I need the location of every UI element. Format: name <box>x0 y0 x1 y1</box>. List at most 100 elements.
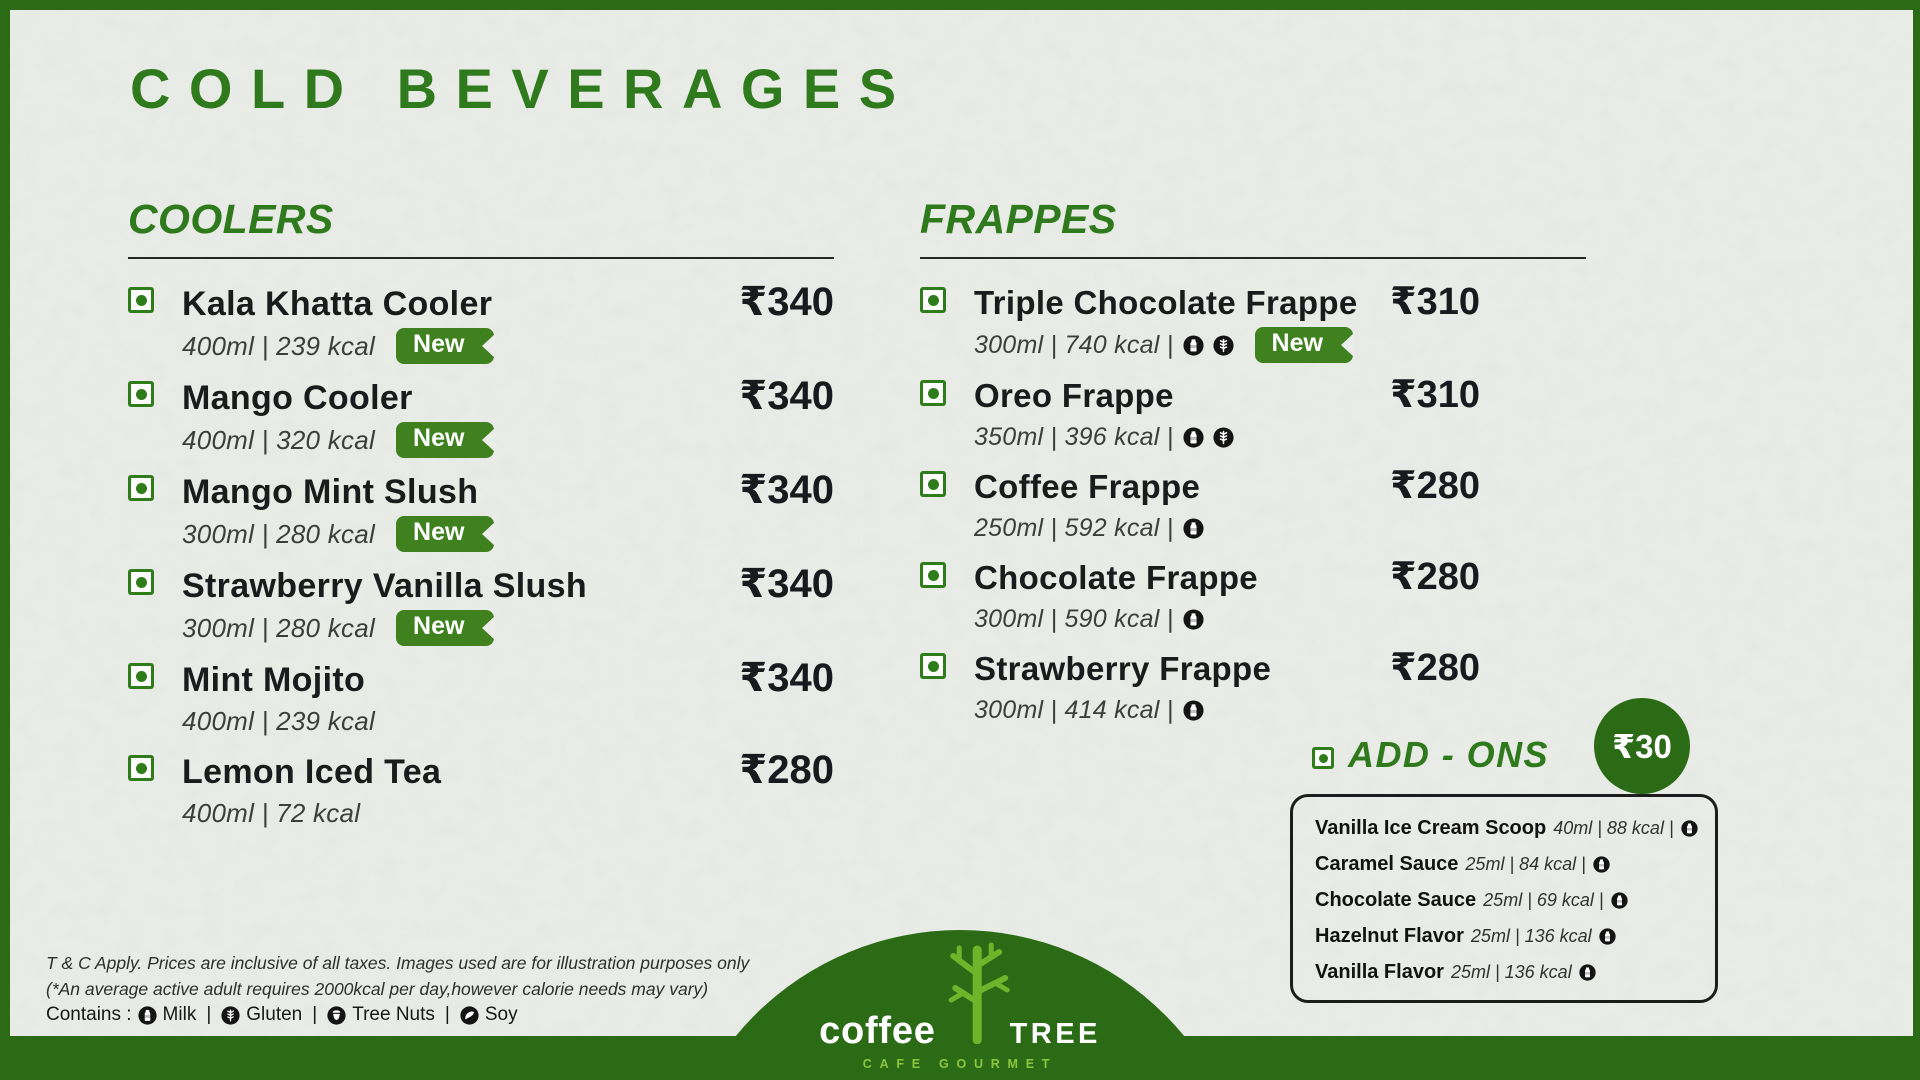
item-price: ₹280 <box>1390 647 1480 689</box>
item-name: Mango Mint Slush <box>182 473 479 511</box>
addon-name: Vanilla Flavor <box>1315 961 1444 983</box>
item-price: ₹340 <box>739 656 834 700</box>
section-divider <box>128 257 834 259</box>
soy-icon <box>460 1005 479 1025</box>
item-price: ₹310 <box>1390 374 1480 416</box>
item-details: 400ml | 320 kcal <box>182 424 376 455</box>
section-frappes: FRAPPES Triple Chocolate Frappe ₹310 300… <box>920 196 1586 736</box>
milk-icon <box>1680 820 1698 837</box>
menu-item-row: Kala Khatta Cooler ₹340 400ml | 239 kcal… <box>128 279 834 364</box>
addons-box: Vanilla Ice Cream Scoop 40ml | 88 kcal |… <box>1290 794 1718 1003</box>
addon-name: Vanilla Ice Cream Scoop <box>1315 817 1547 839</box>
item-details: 300ml | 414 kcal | <box>974 695 1174 724</box>
legend-label-gluten: Gluten <box>246 1004 303 1025</box>
new-badge-label: New <box>413 612 465 640</box>
addon-row: Caramel Sauce 25ml | 84 kcal | <box>1315 853 1711 876</box>
legend-label-soy: Soy <box>484 1004 518 1025</box>
frame-top <box>0 0 1920 10</box>
item-price: ₹280 <box>739 748 834 792</box>
new-badge: New <box>1254 327 1353 363</box>
brand-name-tree: TREE <box>1009 1018 1101 1050</box>
addon-row: Chocolate Sauce 25ml | 69 kcal | <box>1315 889 1711 912</box>
veg-icon <box>1312 747 1334 769</box>
terms-text: T & C Apply. Prices are inclusive of all… <box>46 950 749 1003</box>
item-name: Oreo Frappe <box>974 377 1174 414</box>
item-details: 300ml | 740 kcal | <box>974 330 1174 359</box>
brand-tagline: Cafe Gourmet <box>862 1057 1058 1071</box>
tree-nuts-icon <box>327 1005 346 1025</box>
menu-item-row: Strawberry Vanilla Slush ₹340 300ml | 28… <box>128 561 834 646</box>
item-name: Strawberry Frappe <box>974 650 1272 687</box>
new-badge-label: New <box>1271 329 1323 357</box>
veg-icon <box>128 755 154 781</box>
addon-name: Hazelnut Flavor <box>1315 925 1464 947</box>
new-badge-label: New <box>413 330 465 358</box>
frame-left <box>0 0 10 1080</box>
legend-label-milk: Milk <box>162 1004 197 1025</box>
item-details: 400ml | 239 kcal <box>182 705 376 736</box>
frame-right <box>1913 0 1920 1080</box>
milk-icon <box>1593 856 1610 873</box>
item-name: Coffee Frappe <box>974 468 1201 505</box>
addon-row: Vanilla Flavor 25ml | 136 kcal <box>1315 961 1711 984</box>
veg-icon <box>920 287 946 313</box>
item-details: 400ml | 239 kcal <box>182 330 376 361</box>
milk-icon <box>1182 426 1204 448</box>
section-title-frappes: FRAPPES <box>920 196 1117 242</box>
milk-icon <box>1182 699 1204 721</box>
item-price: ₹280 <box>1390 465 1480 507</box>
milk-icon <box>1182 517 1204 539</box>
veg-icon <box>920 653 946 679</box>
veg-icon <box>128 569 154 595</box>
veg-icon <box>128 287 154 313</box>
item-price: ₹340 <box>739 374 834 418</box>
addon-row: Hazelnut Flavor 25ml | 136 kcal <box>1315 925 1711 948</box>
legend-separator: | <box>444 1004 450 1025</box>
section-title-coolers: COOLERS <box>128 196 334 242</box>
item-details: 300ml | 280 kcal <box>182 612 376 643</box>
menu-item-row: Lemon Iced Tea ₹280 400ml | 72 kcal <box>128 747 834 830</box>
section-divider <box>920 257 1586 259</box>
veg-icon <box>920 562 946 588</box>
new-badge: New <box>396 328 495 364</box>
menu-item-row: Chocolate Frappe ₹280 300ml | 590 kcal | <box>920 554 1586 636</box>
item-name: Strawberry Vanilla Slush <box>182 567 587 605</box>
item-price: ₹340 <box>739 562 834 606</box>
milk-icon <box>1579 964 1596 981</box>
addons-panel: ₹30 ADD - ONS Vanilla Ice Cream Scoop 40… <box>1290 696 1718 1003</box>
item-name: Mango Cooler <box>182 379 413 417</box>
gluten-icon <box>221 1005 240 1025</box>
veg-icon <box>128 475 154 501</box>
item-price: ₹280 <box>1390 556 1480 598</box>
item-name: Chocolate Frappe <box>974 559 1258 596</box>
milk-icon <box>1599 928 1616 945</box>
page-title: COLD BEVERAGES <box>130 57 915 120</box>
milk-icon <box>1182 608 1204 630</box>
veg-icon <box>920 380 946 406</box>
gluten-icon <box>1212 334 1234 356</box>
menu-item-row: Oreo Frappe ₹310 350ml | 396 kcal | <box>920 372 1586 454</box>
addons-price-badge: ₹30 <box>1594 698 1690 794</box>
addon-name: Caramel Sauce <box>1315 853 1459 875</box>
terms-line-2: (*An average active adult requires 2000k… <box>46 979 709 1000</box>
addon-details: 25ml | 136 kcal <box>1470 926 1592 946</box>
menu-item-row: Mango Cooler ₹340 400ml | 320 kcal New <box>128 373 834 458</box>
addon-row: Vanilla Ice Cream Scoop 40ml | 88 kcal | <box>1315 817 1711 840</box>
item-price: ₹310 <box>1390 281 1480 323</box>
contains-label: Contains : <box>46 1004 132 1025</box>
item-name: Mint Mojito <box>182 661 366 699</box>
item-details: 400ml | 72 kcal <box>182 797 361 828</box>
menu-item-row: Triple Chocolate Frappe ₹310 300ml | 740… <box>920 279 1586 363</box>
item-price: ₹340 <box>739 280 834 324</box>
brand-logo: coffee TREE Cafe Gourmet <box>720 934 1200 1071</box>
new-badge: New <box>396 422 495 458</box>
item-details: 350ml | 396 kcal | <box>974 422 1174 451</box>
addon-details: 40ml | 88 kcal | <box>1553 818 1674 838</box>
item-details: 250ml | 592 kcal | <box>974 513 1174 542</box>
brand-name-coffee: coffee <box>819 1010 936 1052</box>
addon-name: Chocolate Sauce <box>1315 889 1477 911</box>
item-price: ₹340 <box>739 468 834 512</box>
new-badge-label: New <box>413 424 465 452</box>
menu-item-row: Coffee Frappe ₹280 250ml | 592 kcal | <box>920 463 1586 545</box>
